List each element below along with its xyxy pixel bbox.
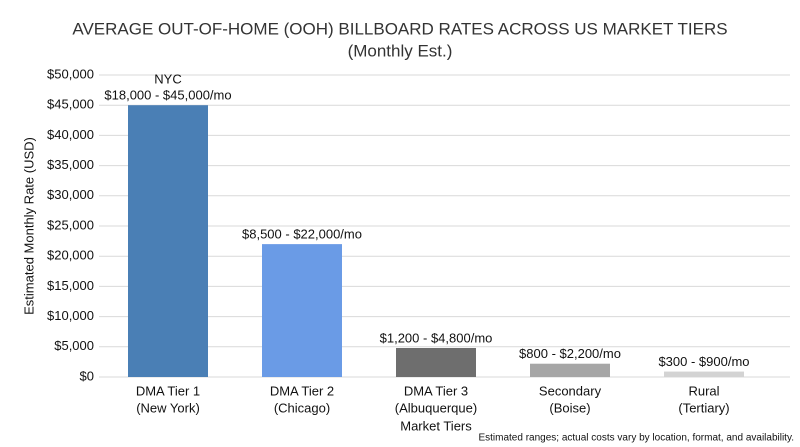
x-tick-label: (New York)	[136, 400, 200, 415]
y-axis-label: Estimated Monthly Rate (USD)	[21, 137, 36, 315]
x-tick-label: (Boise)	[549, 400, 590, 415]
bar	[530, 363, 610, 377]
value-label: $8,500 - $22,000/mo	[242, 227, 362, 242]
bar	[396, 348, 476, 377]
y-tick-label: $20,000	[47, 248, 94, 263]
y-tick-label: $50,000	[47, 66, 94, 81]
bar	[128, 105, 208, 377]
bar	[262, 244, 342, 377]
annotation: NYC	[154, 72, 181, 87]
y-tick-label: $0	[80, 368, 94, 383]
y-tick-label: $15,000	[47, 278, 94, 293]
y-tick-label: $40,000	[47, 127, 94, 142]
y-tick-label: $45,000	[47, 97, 94, 112]
value-label: $1,200 - $4,800/mo	[380, 330, 493, 345]
x-tick-label: DMA Tier 3	[404, 383, 468, 398]
x-tick-label: DMA Tier 1	[136, 383, 200, 398]
y-tick-label: $5,000	[54, 338, 94, 353]
bar	[664, 371, 744, 377]
chart-title: AVERAGE OUT-OF-HOME (OOH) BILLBOARD RATE…	[72, 19, 727, 38]
x-tick-label: (Albuquerque)	[395, 400, 477, 415]
y-tick-label: $10,000	[47, 308, 94, 323]
y-tick-label: $25,000	[47, 217, 94, 232]
footnote: Estimated ranges; actual costs vary by l…	[478, 433, 794, 444]
y-tick-label: $30,000	[47, 187, 94, 202]
value-label: $800 - $2,200/mo	[519, 346, 621, 361]
value-label: $18,000 - $45,000/mo	[104, 88, 231, 103]
value-label: $300 - $900/mo	[658, 354, 749, 369]
x-tick-label: (Tertiary)	[678, 400, 729, 415]
chart-subtitle: (Monthly Est.)	[348, 41, 453, 60]
x-axis-label: Market Tiers	[400, 418, 472, 433]
x-tick-label: DMA Tier 2	[270, 383, 334, 398]
x-tick-label: Rural	[688, 383, 719, 398]
x-tick-label: (Chicago)	[274, 400, 330, 415]
x-tick-label: Secondary	[539, 383, 602, 398]
y-tick-label: $35,000	[47, 157, 94, 172]
